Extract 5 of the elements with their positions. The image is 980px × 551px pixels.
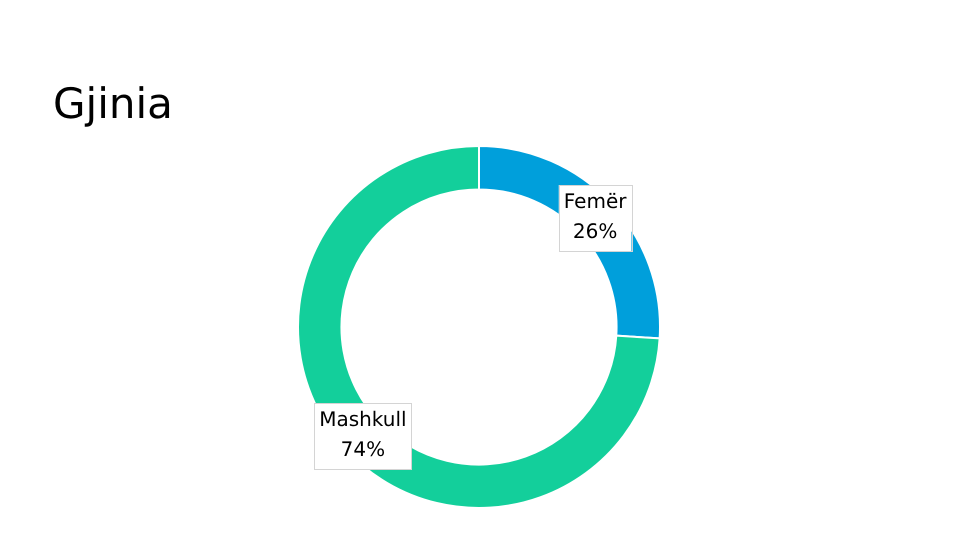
slice-label: Mashkull bbox=[319, 407, 407, 432]
data-label: 26% bbox=[572, 219, 618, 244]
slice-label: Femër bbox=[564, 189, 628, 214]
data-label: 74% bbox=[340, 437, 386, 462]
chart-title: Gjinia bbox=[53, 78, 173, 130]
